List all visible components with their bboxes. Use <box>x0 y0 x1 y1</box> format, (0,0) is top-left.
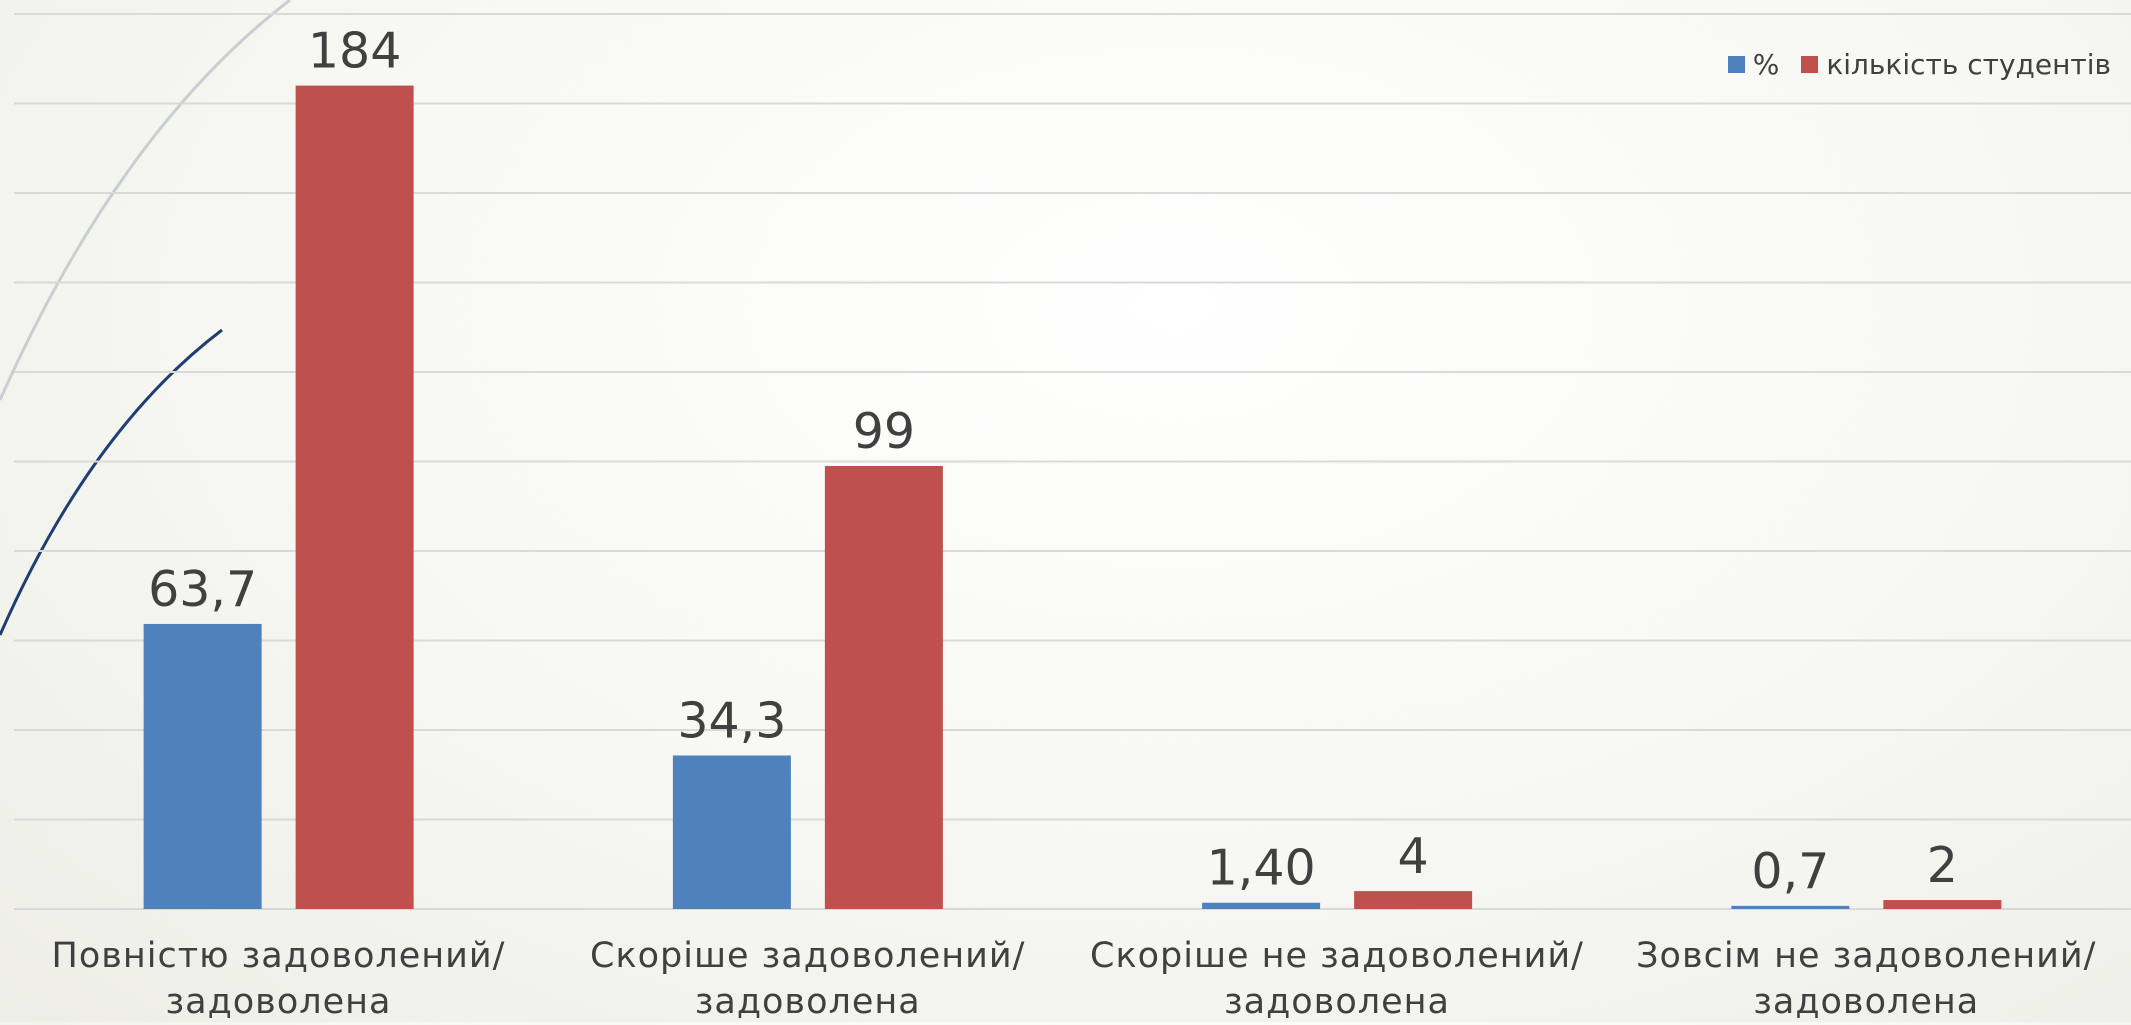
x-tick-label: Скоріше задоволений/задоволена <box>590 936 1026 1022</box>
value-label: 1,40 <box>1207 840 1316 897</box>
x-tick-label: Зовсім не задоволений/задоволена <box>1636 936 2097 1022</box>
decor-arc <box>0 0 291 401</box>
value-label: 63,7 <box>148 561 257 618</box>
legend-label: % <box>1752 48 1780 81</box>
bar <box>1731 905 1850 909</box>
legend-swatch <box>1801 56 1819 73</box>
bar <box>295 85 414 910</box>
bar <box>824 465 943 909</box>
legend-label: кількість студентів <box>1826 48 2111 81</box>
bar <box>1202 902 1321 909</box>
value-label: 4 <box>1398 828 1429 885</box>
legend-item: кількість студентів <box>1801 48 2111 81</box>
value-label: 34,3 <box>677 693 786 750</box>
bar <box>1883 900 2002 909</box>
x-tick-label: Скоріше не задоволений/задоволена <box>1090 936 1584 1022</box>
value-label: 2 <box>1927 837 1958 894</box>
legend-swatch <box>1727 56 1745 73</box>
bar <box>143 623 262 909</box>
decor-arc <box>0 328 223 636</box>
legend-item: % <box>1727 48 1780 81</box>
value-label: 99 <box>853 403 915 460</box>
value-label: 184 <box>308 23 402 80</box>
legend: % кількість студентів <box>1727 48 2111 81</box>
bar <box>1354 891 1473 909</box>
value-label: 0,7 <box>1751 843 1829 900</box>
x-tick-label: Повністю задоволений/задоволена <box>51 936 506 1022</box>
bar <box>672 755 791 909</box>
